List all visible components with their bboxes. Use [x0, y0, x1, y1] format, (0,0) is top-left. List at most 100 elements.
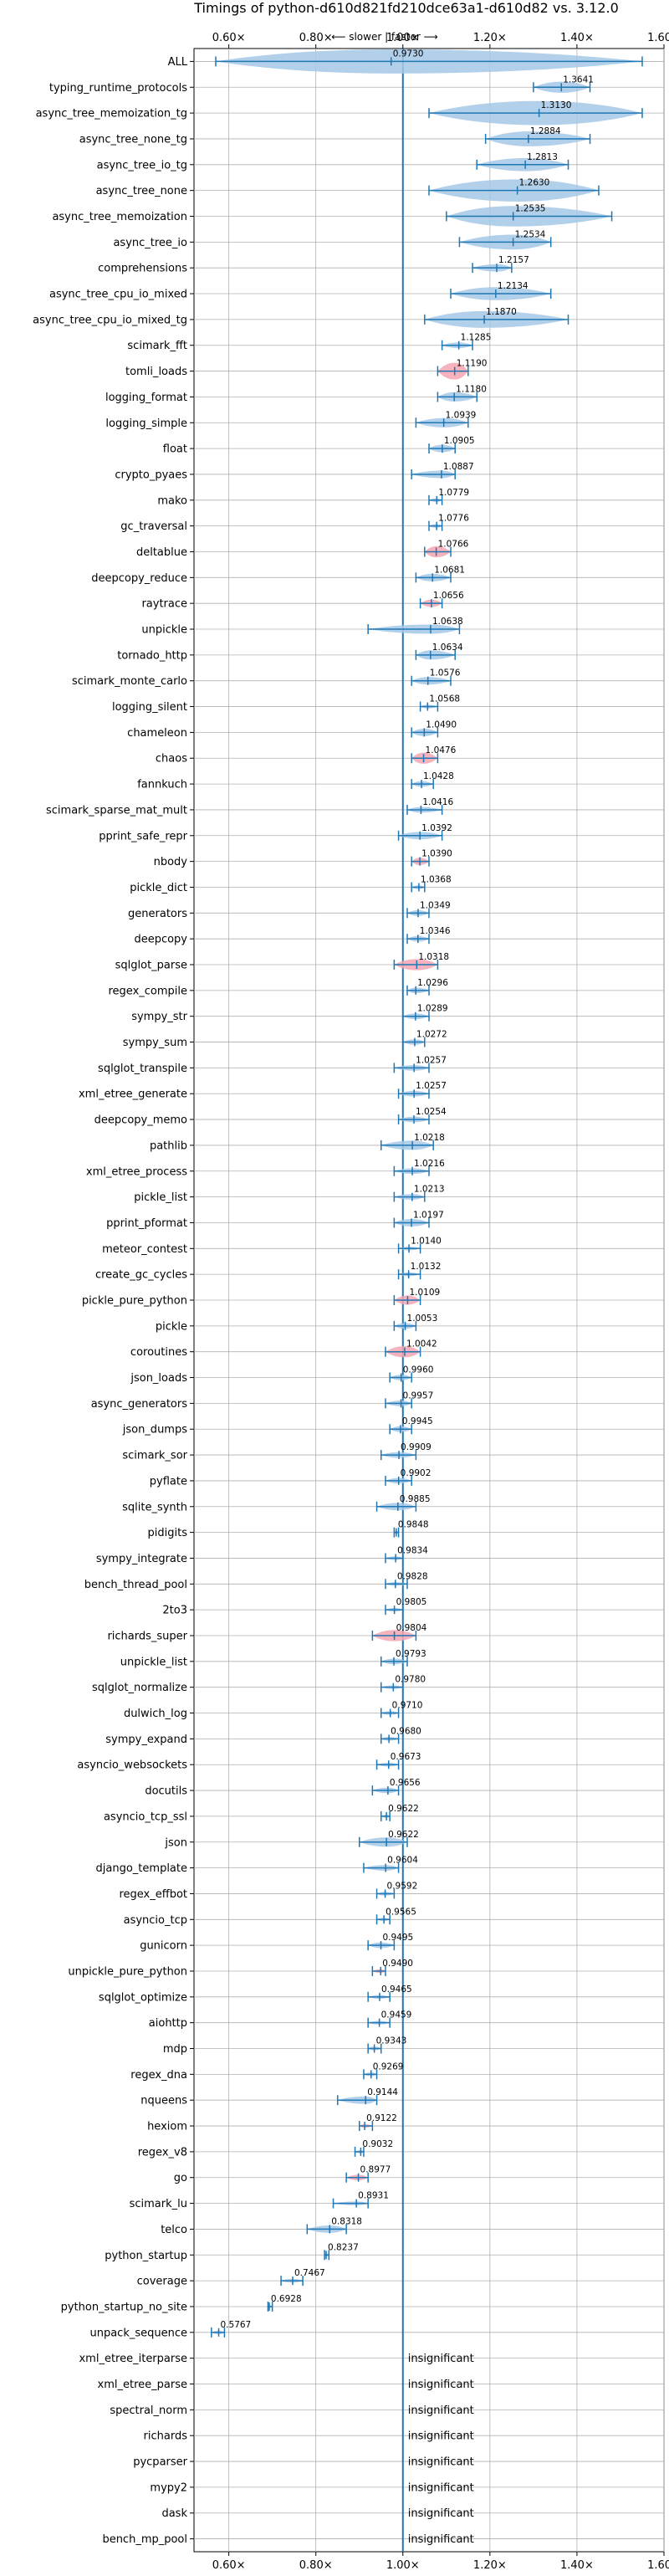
median-value-label: 0.6928	[271, 2294, 302, 2304]
top-axis-ticks: 0.60× 0.80× 1.00× 1.20× 1.40× 1.60×	[212, 32, 669, 49]
median-value-label: 1.0416	[422, 797, 453, 807]
median-value-label: 0.9828	[397, 1571, 428, 1581]
benchmark-label: meteor_contest	[102, 1243, 187, 1256]
median-value-label: 0.9565	[386, 1907, 416, 1917]
benchmark-label: python_startup_no_site	[61, 2301, 187, 2313]
insignificant-label: insignificant	[408, 2533, 474, 2546]
benchmark-label: async_tree_cpu_io_mixed	[49, 289, 187, 301]
median-value-label: 1.0638	[432, 617, 463, 627]
benchmark-label: sympy_integrate	[96, 1553, 187, 1565]
median-value-label: 0.9804	[396, 1623, 427, 1633]
benchmark-label: nqueens	[140, 2095, 187, 2107]
benchmark-label: deepcopy_reduce	[91, 572, 187, 585]
benchmark-label: regex_effbot	[119, 1888, 187, 1901]
benchmark-label: pickle_dict	[130, 882, 187, 894]
x-tick-label-top: 1.40×	[560, 32, 594, 44]
median-value-label: 1.0218	[414, 1133, 445, 1143]
median-value-label: 0.9885	[400, 1494, 431, 1504]
median-value-label: 1.1190	[457, 359, 488, 369]
median-value-label: 1.0576	[430, 668, 461, 679]
benchmark-label: create_gc_cycles	[95, 1269, 187, 1282]
benchmark-label: logging_format	[105, 392, 187, 404]
benchmark-label: regex_v8	[138, 2146, 187, 2159]
x-tick-label-top: 1.20×	[473, 32, 507, 44]
benchmark-label: regex_dna	[130, 2069, 187, 2082]
median-value-label: 0.8237	[328, 2242, 359, 2252]
median-value-label: 1.0490	[426, 720, 457, 730]
median-value-label: 1.1285	[461, 333, 492, 343]
median-value-label: 0.8318	[331, 2216, 362, 2226]
benchmark-label: pickle	[156, 1320, 187, 1333]
insignificant-label: insignificant	[408, 2507, 474, 2520]
benchmark-label: bench_thread_pool	[84, 1579, 187, 1591]
benchmark-label: unpack_sequence	[89, 2327, 187, 2339]
benchmark-label: sqlite_synth	[122, 1501, 187, 1513]
benchmark-label: sympy_expand	[105, 1734, 187, 1746]
benchmark-label: dulwich_log	[124, 1708, 187, 1720]
benchmark-label: unpickle_list	[120, 1656, 187, 1668]
benchmark-label: sqlglot_transpile	[98, 1063, 187, 1075]
benchmark-label: bench_mp_pool	[102, 2533, 187, 2546]
benchmark-label: scimark_sparse_mat_mult	[46, 804, 187, 817]
median-value-label: 1.0254	[416, 1107, 447, 1117]
median-value-label: 0.9848	[398, 1520, 429, 1530]
median-value-label: 0.9902	[401, 1468, 432, 1478]
median-value-label: 0.9495	[382, 1933, 413, 1943]
median-value-label: 1.2884	[530, 126, 561, 136]
benchmark-label: async_tree_io	[113, 237, 187, 249]
median-value-label: 0.9680	[391, 1726, 421, 1736]
benchmark-label: gc_traversal	[120, 520, 187, 533]
benchmark-label: sympy_str	[131, 1011, 187, 1023]
benchmark-label: generators	[128, 908, 187, 920]
median-value-label: 1.0257	[416, 1055, 447, 1065]
median-value-label: 1.0053	[407, 1314, 438, 1324]
median-value-label: 1.3130	[541, 100, 572, 110]
median-value-label: 0.9459	[381, 2010, 412, 2020]
benchmark-label: xml_etree_parse	[98, 2379, 187, 2391]
median-value-label: 1.2630	[519, 178, 550, 188]
benchmark-label: nbody	[154, 856, 188, 868]
insignificant-label: insignificant	[408, 2353, 474, 2365]
benchmark-label: coroutines	[130, 1346, 187, 1359]
benchmark-label: tornado_http	[117, 649, 187, 662]
median-value-label: 0.9144	[367, 2087, 398, 2097]
benchmark-label: json	[164, 1836, 187, 1849]
benchmark-label: aiohttp	[149, 2017, 187, 2030]
benchmark-label: pathlib	[150, 1139, 187, 1152]
median-value-label: 1.0346	[420, 926, 451, 936]
benchmark-label: telco	[161, 2224, 187, 2236]
benchmark-label: async_generators	[91, 1398, 188, 1411]
benchmark-label: spectral_norm	[110, 2404, 187, 2417]
insignificant-label: insignificant	[408, 2430, 474, 2443]
benchmark-label: chameleon	[127, 727, 187, 740]
benchmark-label: fannkuch	[137, 779, 187, 791]
median-value-label: 1.0197	[413, 1210, 444, 1220]
median-value-label: 1.3641	[563, 74, 594, 85]
benchmark-label: xml_etree_generate	[79, 1088, 187, 1101]
median-value-label: 0.9622	[388, 1830, 419, 1840]
median-value-label: 1.0681	[434, 565, 465, 575]
median-value-label: 1.0779	[438, 488, 469, 498]
benchmark-label: asyncio_websockets	[77, 1759, 187, 1772]
median-value-label: 1.0656	[433, 591, 464, 601]
median-value-label: 1.0776	[438, 514, 469, 524]
x-tick-label-bottom: 0.60×	[212, 2559, 246, 2572]
benchmark-label: deepcopy	[134, 934, 187, 946]
x-tick-label-top: 1.60×	[647, 32, 669, 44]
violin-layer: 0.9730 1.3641 1.3130 1.2884 1.2813 1.2630 1.25…	[211, 49, 643, 2546]
benchmark-label: crypto_pyaes	[115, 469, 187, 481]
benchmark-label: async_tree_io_tg	[97, 159, 187, 172]
benchmark-label: logging_silent	[112, 701, 187, 714]
median-value-label: 0.7467	[294, 2268, 325, 2278]
benchmark-label: async_tree_none	[96, 185, 187, 197]
benchmark-label: async_tree_cpu_io_mixed_tg	[33, 314, 187, 326]
x-tick-label-bottom: 1.20×	[473, 2559, 507, 2572]
chart-subtitle: ⟵ slower | faster ⟶	[331, 31, 438, 43]
median-value-label: 0.9032	[362, 2139, 393, 2149]
benchmark-label: richards_super	[107, 1630, 187, 1642]
median-value-label: 1.0132	[411, 1262, 442, 1272]
benchmark-label: deltablue	[136, 546, 187, 559]
median-value-label: 1.0392	[421, 823, 452, 833]
median-value-label: 1.0318	[418, 952, 449, 962]
